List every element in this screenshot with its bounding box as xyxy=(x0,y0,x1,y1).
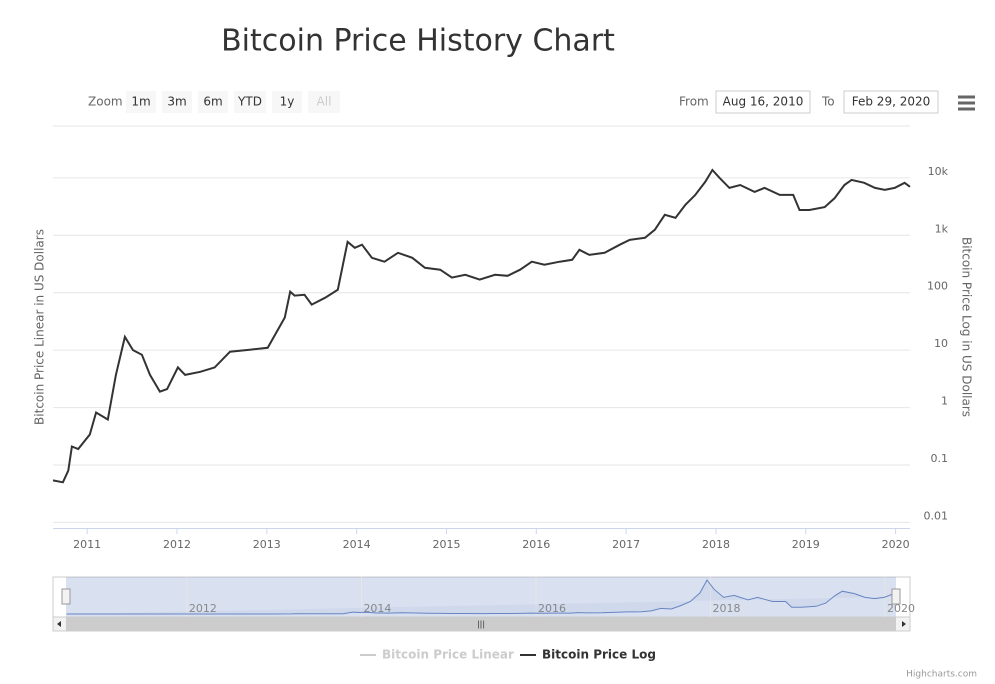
y-tick-label: 0.01 xyxy=(924,509,949,522)
x-tick-label: 2015 xyxy=(432,538,460,551)
zoom-label: Zoom xyxy=(88,95,123,109)
from-input[interactable] xyxy=(715,90,811,114)
y-tick-label: 10 xyxy=(934,337,948,350)
range-button[interactable] xyxy=(126,91,156,113)
scrollbar-thumb[interactable] xyxy=(66,617,896,631)
range-button[interactable] xyxy=(272,91,302,113)
chart-layer: 0.01 0.1 1 10 100 1k 10k 2011 2012 2013 2014 2015 20… xyxy=(52,165,949,662)
from-label: From xyxy=(679,95,709,109)
to-input[interactable] xyxy=(843,90,939,114)
scroll-arrow xyxy=(902,621,906,627)
navigator-handle[interactable] xyxy=(891,588,901,605)
menu-button[interactable] xyxy=(958,95,975,111)
range-button-label[interactable]: All xyxy=(317,95,332,109)
to-label: To xyxy=(821,95,835,109)
y-tick-label: 1 xyxy=(941,395,948,408)
x-tick-label: 2018 xyxy=(702,538,730,551)
range-button-label[interactable]: YTD xyxy=(237,95,262,109)
x-tick-label: 2019 xyxy=(792,538,820,551)
from-value[interactable]: Aug 16, 2010 xyxy=(723,95,804,109)
navigator-tick-label: 2014 xyxy=(363,602,391,615)
scroll-arrow xyxy=(57,621,61,627)
x-tick-label: 2014 xyxy=(343,538,371,551)
range-button[interactable] xyxy=(308,91,340,113)
chart-title: Bitcoin Price History Chart xyxy=(221,24,615,59)
range-button[interactable] xyxy=(234,91,266,113)
x-tick-label: 2013 xyxy=(253,538,281,551)
x-tick-label: 2012 xyxy=(163,538,191,551)
range-button-label[interactable]: 6m xyxy=(203,95,222,109)
range-button-label[interactable]: 3m xyxy=(167,95,186,109)
x-tick-label: 2017 xyxy=(612,538,640,551)
range-button[interactable] xyxy=(198,91,228,113)
y2-axis-title: Bitcoin Price Log in US Dollars xyxy=(960,237,974,417)
scrollbar-grip: ||| xyxy=(477,620,485,629)
legend-label[interactable]: Bitcoin Price Log xyxy=(542,648,656,662)
navigator-tick-label: 2018 xyxy=(713,602,741,615)
navigator-handle[interactable] xyxy=(61,588,71,605)
range-buttons: 1m 3m 6m YTD 1y All xyxy=(126,91,340,113)
x-tick-label: 2020 xyxy=(882,538,910,551)
navigator xyxy=(52,576,911,618)
legend-label[interactable]: Bitcoin Price Linear xyxy=(382,648,514,662)
x-tick-label: 2011 xyxy=(73,538,101,551)
credits[interactable]: Highcharts.com xyxy=(906,670,977,680)
navigator-tick-label: 2012 xyxy=(189,602,217,615)
range-button[interactable] xyxy=(162,91,192,113)
y-tick-label: 100 xyxy=(927,280,948,293)
to-value[interactable]: Feb 29, 2020 xyxy=(852,95,931,109)
range-button-label[interactable]: 1m xyxy=(131,95,150,109)
y-axis-title: Bitcoin Price Linear in US Dollars xyxy=(33,229,47,425)
y-tick-label: 1k xyxy=(935,222,949,235)
range-button-label[interactable]: 1y xyxy=(280,95,295,109)
navigator-tick-label: 2020 xyxy=(887,602,915,615)
navigator-tick-label: 2016 xyxy=(538,602,566,615)
y-tick-label: 10k xyxy=(928,165,949,178)
y-tick-label: 0.1 xyxy=(931,452,949,465)
series-line xyxy=(52,168,911,484)
x-tick-label: 2016 xyxy=(522,538,550,551)
navigator-series xyxy=(66,579,900,615)
